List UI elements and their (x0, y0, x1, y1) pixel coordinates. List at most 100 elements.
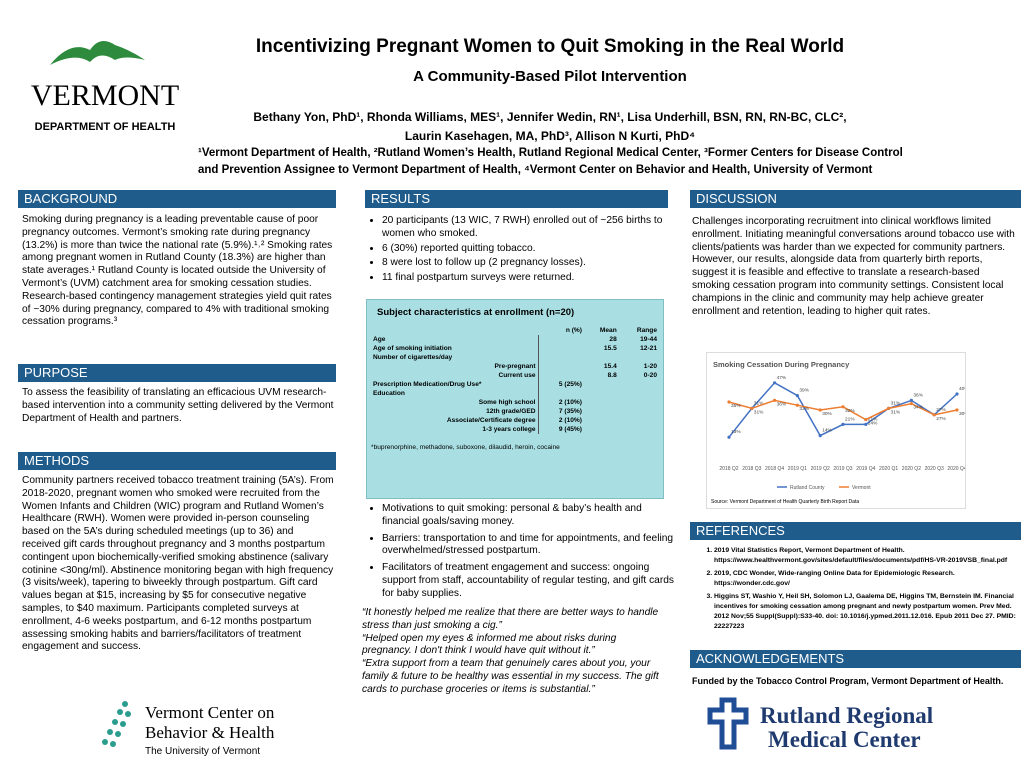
table-row: Current use 8.8 0-20 (371, 371, 659, 380)
table-title: Subject characteristics at enrollment (n… (377, 307, 575, 318)
cell: 5 (25%) (558, 381, 582, 388)
point (727, 435, 731, 439)
cell: Number of cigarettes/day (371, 353, 539, 362)
bullet: 6 (30%) reported quitting tobacco. (382, 243, 674, 256)
table-row: Age of smoking initiation 15.5 12-21 (371, 344, 659, 353)
logo-text: Rutland Regional (760, 703, 933, 728)
data-label: 30% (822, 411, 832, 417)
data-label: 24% (868, 421, 878, 427)
cell: 2 (10%) (558, 399, 582, 406)
cell (584, 407, 619, 416)
bullet: 20 participants (13 WIC, 7 RWH) enrolled… (382, 215, 674, 241)
author-line: Bethany Yon, PhD¹, Rhonda Williams, MES¹… (253, 110, 847, 124)
cell: Pre-pregnant (371, 362, 539, 371)
section-heading: RESULTS (365, 190, 668, 208)
data-label: 39% (799, 388, 809, 394)
x-tick-label: 2018 Q4 (765, 466, 784, 472)
logo-text: Vermont Center on (145, 703, 275, 722)
logo-text: Medical Center (768, 727, 921, 752)
cell (584, 416, 619, 425)
cell (584, 389, 619, 398)
footnote: *buprenorphine, methadone, suboxone, dil… (371, 444, 560, 451)
cell (538, 371, 584, 380)
cell: 1-20 (643, 363, 657, 370)
table-row: Number of cigarettes/day (371, 353, 659, 362)
point (750, 406, 754, 410)
x-tick-label: 2020 Q4 (947, 466, 966, 472)
cell (619, 398, 659, 407)
cell: 15.4 (603, 363, 617, 370)
data-label: 31% (754, 409, 764, 415)
cell (619, 389, 659, 398)
point (887, 406, 891, 410)
author-line: Laurin Kasehagen, MA, PhD³, Allison N Ku… (404, 129, 696, 143)
logo-text: The University of Vermont (145, 746, 260, 757)
section-heading: DISCUSSION (690, 190, 1021, 208)
rutland-logo: Rutland Regional Medical Center (707, 697, 933, 752)
logo-text: DEPARTMENT OF HEALTH (35, 121, 176, 133)
table-row: Pre-pregnant 15.4 1-20 (371, 362, 659, 371)
data-label: 34% (913, 405, 923, 411)
section-heading: REFERENCES (690, 522, 1021, 540)
cell (584, 380, 619, 389)
point (773, 381, 777, 385)
table: n (%) Mean Range Age 28 19-44 Age of smoking i… (371, 326, 659, 434)
data-label: 32% (845, 408, 855, 414)
reference: 2019 Vital Statistics Report, Vermont De… (714, 546, 1026, 566)
point (955, 408, 959, 412)
cell (584, 353, 619, 362)
bullet: Motivations to quit smoking: personal & … (382, 503, 674, 529)
chart-title: Smoking Cessation During Pregnancy (713, 360, 850, 369)
quote: “Extra support from a team that genuinel… (362, 658, 659, 695)
cell: Associate/Certificate degree (371, 416, 539, 425)
data-label: 36% (913, 392, 923, 398)
quote: “It honestly helped me realize that ther… (362, 607, 659, 631)
data-label: 21% (868, 416, 878, 422)
chart-source: Source: Vermont Department of Health Qua… (711, 499, 859, 505)
cell: Prescription Medication/Drug Use* (371, 380, 539, 389)
data-label: 36% (777, 401, 787, 407)
x-tick-label: 2019 Q1 (788, 466, 807, 472)
point (795, 394, 799, 398)
point (841, 405, 845, 409)
x-tick-label: 2020 Q3 (925, 466, 944, 472)
x-tick-label: 2019 Q2 (811, 466, 830, 472)
chart: Smoking Cessation During Pregnancy 2018 Q… (706, 352, 966, 509)
table-row: Associate/Certificate degree 2 (10%) (371, 416, 659, 425)
cell (619, 416, 659, 425)
x-tick-label: 2019 Q4 (856, 466, 875, 472)
bullet: 11 final postpartum surveys were returne… (382, 272, 674, 285)
cell: 9 (45%) (558, 426, 582, 433)
cell: 28 (609, 336, 617, 343)
paragraph: To assess the feasibility of translating… (22, 387, 334, 424)
table-row: Age 28 19-44 (371, 335, 659, 344)
logo-text: Behavior & Health (145, 723, 275, 742)
point (909, 398, 913, 402)
cell (619, 425, 659, 434)
x-tick-label: 2019 Q3 (833, 466, 852, 472)
reference: 2019, CDC Wonder, Wide-ranging Online Da… (714, 569, 1026, 589)
cell: Current use (371, 371, 539, 380)
cell: 1-3 years college (371, 425, 539, 434)
cell (619, 353, 659, 362)
cell: Some high school (371, 398, 539, 407)
cell (538, 344, 584, 353)
reference: Higgins ST, Washio Y, Heil SH, Solomon L… (714, 592, 1026, 632)
point (818, 408, 822, 412)
point (932, 413, 936, 417)
x-tick-label: 2020 Q2 (902, 466, 921, 472)
section-heading: PURPOSE (18, 364, 336, 382)
table-row: Education (371, 389, 659, 398)
cell (538, 362, 584, 371)
bullet-list: 20 participants (13 WIC, 7 RWH) enrolled… (368, 215, 674, 287)
cell: 8.8 (607, 372, 617, 379)
point (773, 398, 777, 402)
affiliation-line: and Prevention Assignee to Vermont Depar… (198, 164, 873, 176)
data-label: 31% (754, 400, 764, 406)
data-label: 27% (936, 416, 946, 422)
authors: Bethany Yon, PhD¹, Rhonda Williams, MES¹… (180, 108, 920, 146)
point (864, 422, 868, 426)
point (727, 400, 731, 404)
paragraph: Smoking during pregnancy is a leading pr… (22, 214, 333, 328)
